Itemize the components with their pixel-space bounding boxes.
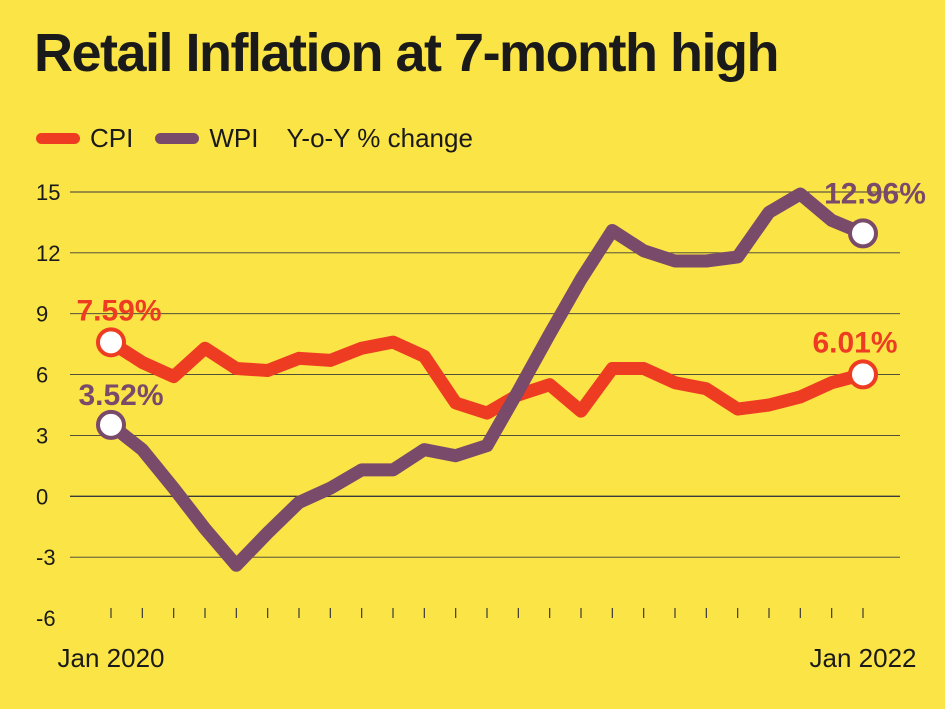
y-tick-label: 3 <box>36 423 48 448</box>
series-line-cpi <box>104 335 870 420</box>
legend-item-cpi: CPI <box>36 123 133 154</box>
legend-swatch-cpi <box>36 132 80 144</box>
legend-swatch-wpi <box>155 132 200 144</box>
x-tick-label: Jan 2022 <box>810 643 917 673</box>
chart-title: Retail Inflation at 7-month high <box>34 23 779 83</box>
legend-label-wpi: WPI <box>209 122 259 153</box>
endpoint-marker-wpi <box>848 218 878 249</box>
y-tick-label: 9 <box>36 302 48 327</box>
data-label-wpi: 3.52% <box>78 379 163 412</box>
endpoint-marker-cpi <box>96 327 126 358</box>
y-tick-label: -6 <box>36 606 56 631</box>
legend: CPI WPI Y-o-Y % change <box>36 120 473 156</box>
endpoint-marker-wpi <box>96 409 126 440</box>
legend-label-cpi: CPI <box>90 122 134 153</box>
endpoint-marker-cpi <box>848 359 878 390</box>
data-label-cpi: 6.01% <box>812 326 897 359</box>
unit-label: Y-o-Y % change <box>286 122 473 153</box>
y-tick-label: 15 <box>36 180 60 205</box>
x-tick-label: Jan 2020 <box>58 643 165 673</box>
y-tick-label: -3 <box>36 545 56 570</box>
y-tick-label: 12 <box>36 241 60 266</box>
data-label-wpi: 12.96% <box>824 177 926 210</box>
data-label-cpi: 7.59% <box>76 294 161 327</box>
y-tick-label: 0 <box>36 484 48 509</box>
series-line-wpi <box>104 187 870 572</box>
y-tick-label: 6 <box>36 363 48 388</box>
legend-item-wpi: WPI <box>155 123 258 154</box>
